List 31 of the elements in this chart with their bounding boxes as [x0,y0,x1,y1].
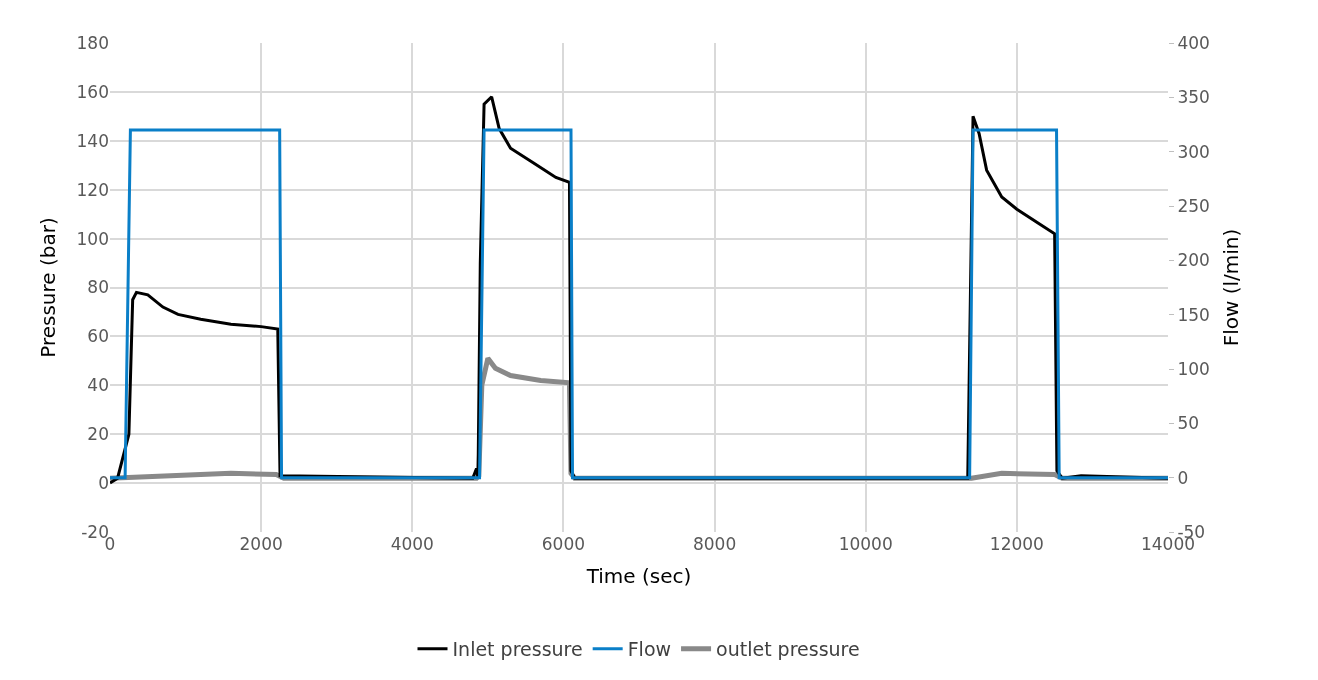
y-tick-label: 120 [76,179,109,200]
y2-tick-label: 150 [1177,304,1210,325]
y2-tick-label: 350 [1177,87,1210,108]
x-axis-title: Time (sec) [585,563,692,588]
x-tick-label: 12000 [989,534,1044,554]
y-tick-label: 140 [76,130,109,151]
x-tick-label: 8000 [692,534,737,554]
y-axis-title: Pressure (bar) [36,217,61,358]
y2-tick-label: 300 [1177,141,1210,162]
y2-axis-title: Flow (l/min) [1219,228,1244,347]
y2-tick-label: 0 [1177,467,1189,488]
y-tick-label: 40 [87,375,109,396]
y-tick-label: 160 [76,81,109,102]
y-tick-label: 100 [76,228,109,249]
y-tick-label: 80 [87,277,109,298]
x-tick-label: 6000 [541,534,586,554]
legend-label: Flow [627,638,672,661]
y-tick-label: 180 [76,32,109,53]
x-tick-label: 4000 [390,534,434,554]
y2-tick-label: 100 [1177,358,1210,379]
legend-label: outlet pressure [716,638,860,661]
x-tick-label: 10000 [838,534,893,554]
y2-tick-label: 250 [1177,195,1210,216]
y-tick-label: 60 [87,326,109,347]
y-tick-label: 20 [87,424,109,445]
x-tick-label: 2000 [239,534,283,554]
legend-label: Inlet pressure [452,638,583,661]
y2-tick-label: 50 [1177,413,1200,434]
y2-tick-label: 200 [1177,250,1210,271]
y2-tick-label: 400 [1177,32,1210,53]
y-tick-label: 0 [98,473,109,494]
